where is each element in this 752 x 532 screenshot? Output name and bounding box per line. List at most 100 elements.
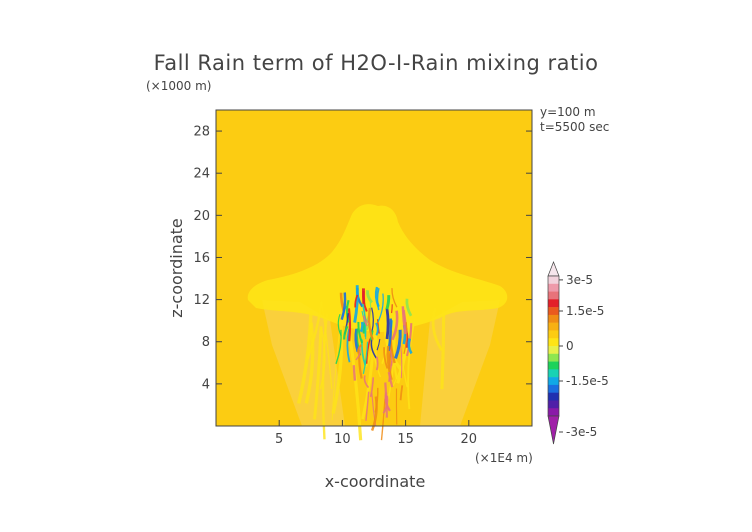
colorbar-band (548, 283, 559, 292)
core-streak (377, 293, 384, 323)
base-streak (355, 347, 361, 361)
core-streak (346, 328, 351, 363)
rain-streak (431, 307, 443, 351)
base-streak (383, 347, 389, 369)
rain-streak (320, 300, 333, 390)
core-streak (391, 288, 398, 308)
rain-field (247, 204, 508, 441)
base-streak (363, 375, 370, 389)
x-tick-label: 5 (275, 432, 283, 447)
rain-streak (396, 319, 412, 384)
core-streak (365, 338, 371, 364)
rain-streak (361, 326, 376, 420)
y-tick-label: 28 (193, 125, 210, 140)
base-streak (370, 396, 378, 432)
rain-streak (365, 301, 381, 368)
anvil-region (247, 204, 508, 332)
core-streak (401, 306, 407, 335)
plot-frame (215, 109, 533, 427)
core-streak (354, 294, 359, 308)
colorbar-band (548, 299, 559, 308)
base-streak (369, 377, 375, 398)
rain-streak (407, 319, 416, 410)
colorbar-band (548, 353, 559, 362)
core-streak (362, 322, 366, 334)
rain-streak (313, 326, 323, 420)
core-streak (335, 329, 342, 365)
core-streak (400, 344, 403, 379)
colorbar-band (548, 361, 559, 370)
base-streak (384, 382, 388, 418)
y-tick-label: 24 (193, 167, 210, 182)
colorbar-band (548, 400, 559, 409)
y-tick-label: 16 (193, 251, 210, 266)
core-streak (362, 315, 368, 327)
core-streak (340, 292, 347, 320)
core-streak (353, 285, 359, 323)
colorbar-band (548, 408, 559, 417)
colorbar-label: -3e-5 (566, 425, 597, 439)
y-tick-label: 12 (193, 293, 210, 308)
rain-streak (440, 309, 446, 390)
colorbar-band (548, 346, 559, 355)
core-streak (391, 310, 399, 341)
colorbar-label: 1.5e-5 (566, 304, 604, 318)
core-streak (405, 298, 413, 317)
colorbar-band (548, 307, 559, 316)
core-streak (357, 321, 363, 344)
core-streak (343, 325, 349, 340)
base-streak (365, 391, 370, 421)
y-axis-label: z-coordinate (167, 218, 186, 318)
plot-area (215, 109, 533, 441)
annotation-t: t=5500 sec (540, 120, 609, 134)
base-streak (352, 365, 357, 381)
colorbar-label: -1.5e-5 (566, 374, 609, 388)
x-scale-label: (×1E4 m) (475, 451, 533, 465)
core-streak (367, 307, 374, 341)
core-streak (366, 290, 373, 304)
colorbar-label: 3e-5 (566, 273, 593, 287)
y-scale-label: (×1000 m) (146, 79, 211, 93)
core-streak (394, 329, 402, 359)
y-axis-ticks: 4 8 12 16 20 24 28 (193, 125, 532, 392)
core-streak (371, 307, 374, 332)
colorbar: 3e-5 1.5e-5 0 -1.5e-5 -3e-5 (547, 261, 609, 445)
pale-envelope-right (420, 300, 500, 426)
core-streak (359, 321, 365, 333)
rain-streak (392, 302, 399, 380)
rain-streak (331, 308, 343, 421)
colorbar-band (548, 369, 559, 378)
core-streak (391, 304, 393, 314)
colorbar-band (548, 384, 559, 393)
base-streak (375, 356, 379, 371)
colorbar-band (548, 377, 559, 386)
x-axis-ticks: 5 10 15 20 (275, 420, 477, 447)
core-streak (407, 338, 413, 355)
colorbar-band (548, 291, 559, 300)
colorbar-label: 0 (566, 339, 574, 353)
annotation-y: y=100 m (540, 105, 596, 119)
core-streak (362, 290, 368, 312)
core-streak (362, 341, 369, 374)
core-streak (385, 308, 390, 340)
base-streak (387, 371, 394, 388)
rain-streak (319, 327, 326, 390)
colorbar-bottom-triangle (547, 415, 560, 445)
core-streak (347, 308, 352, 342)
x-tick-label: 15 (397, 432, 414, 447)
core-streak (375, 322, 379, 336)
colorbar-band (548, 338, 559, 347)
colorbar-band (548, 330, 559, 339)
base-streak (380, 398, 386, 441)
core-streak (376, 287, 380, 311)
y-tick-label: 8 (202, 335, 210, 350)
base-streak (399, 385, 404, 401)
core-streak (403, 322, 408, 355)
y-tick-label: 20 (193, 209, 210, 224)
colorbar-top-triangle (547, 261, 560, 277)
colorbar-band (548, 314, 559, 323)
rain-streak (306, 301, 323, 360)
rain-streak (304, 322, 315, 404)
colorbar-band (548, 276, 559, 285)
